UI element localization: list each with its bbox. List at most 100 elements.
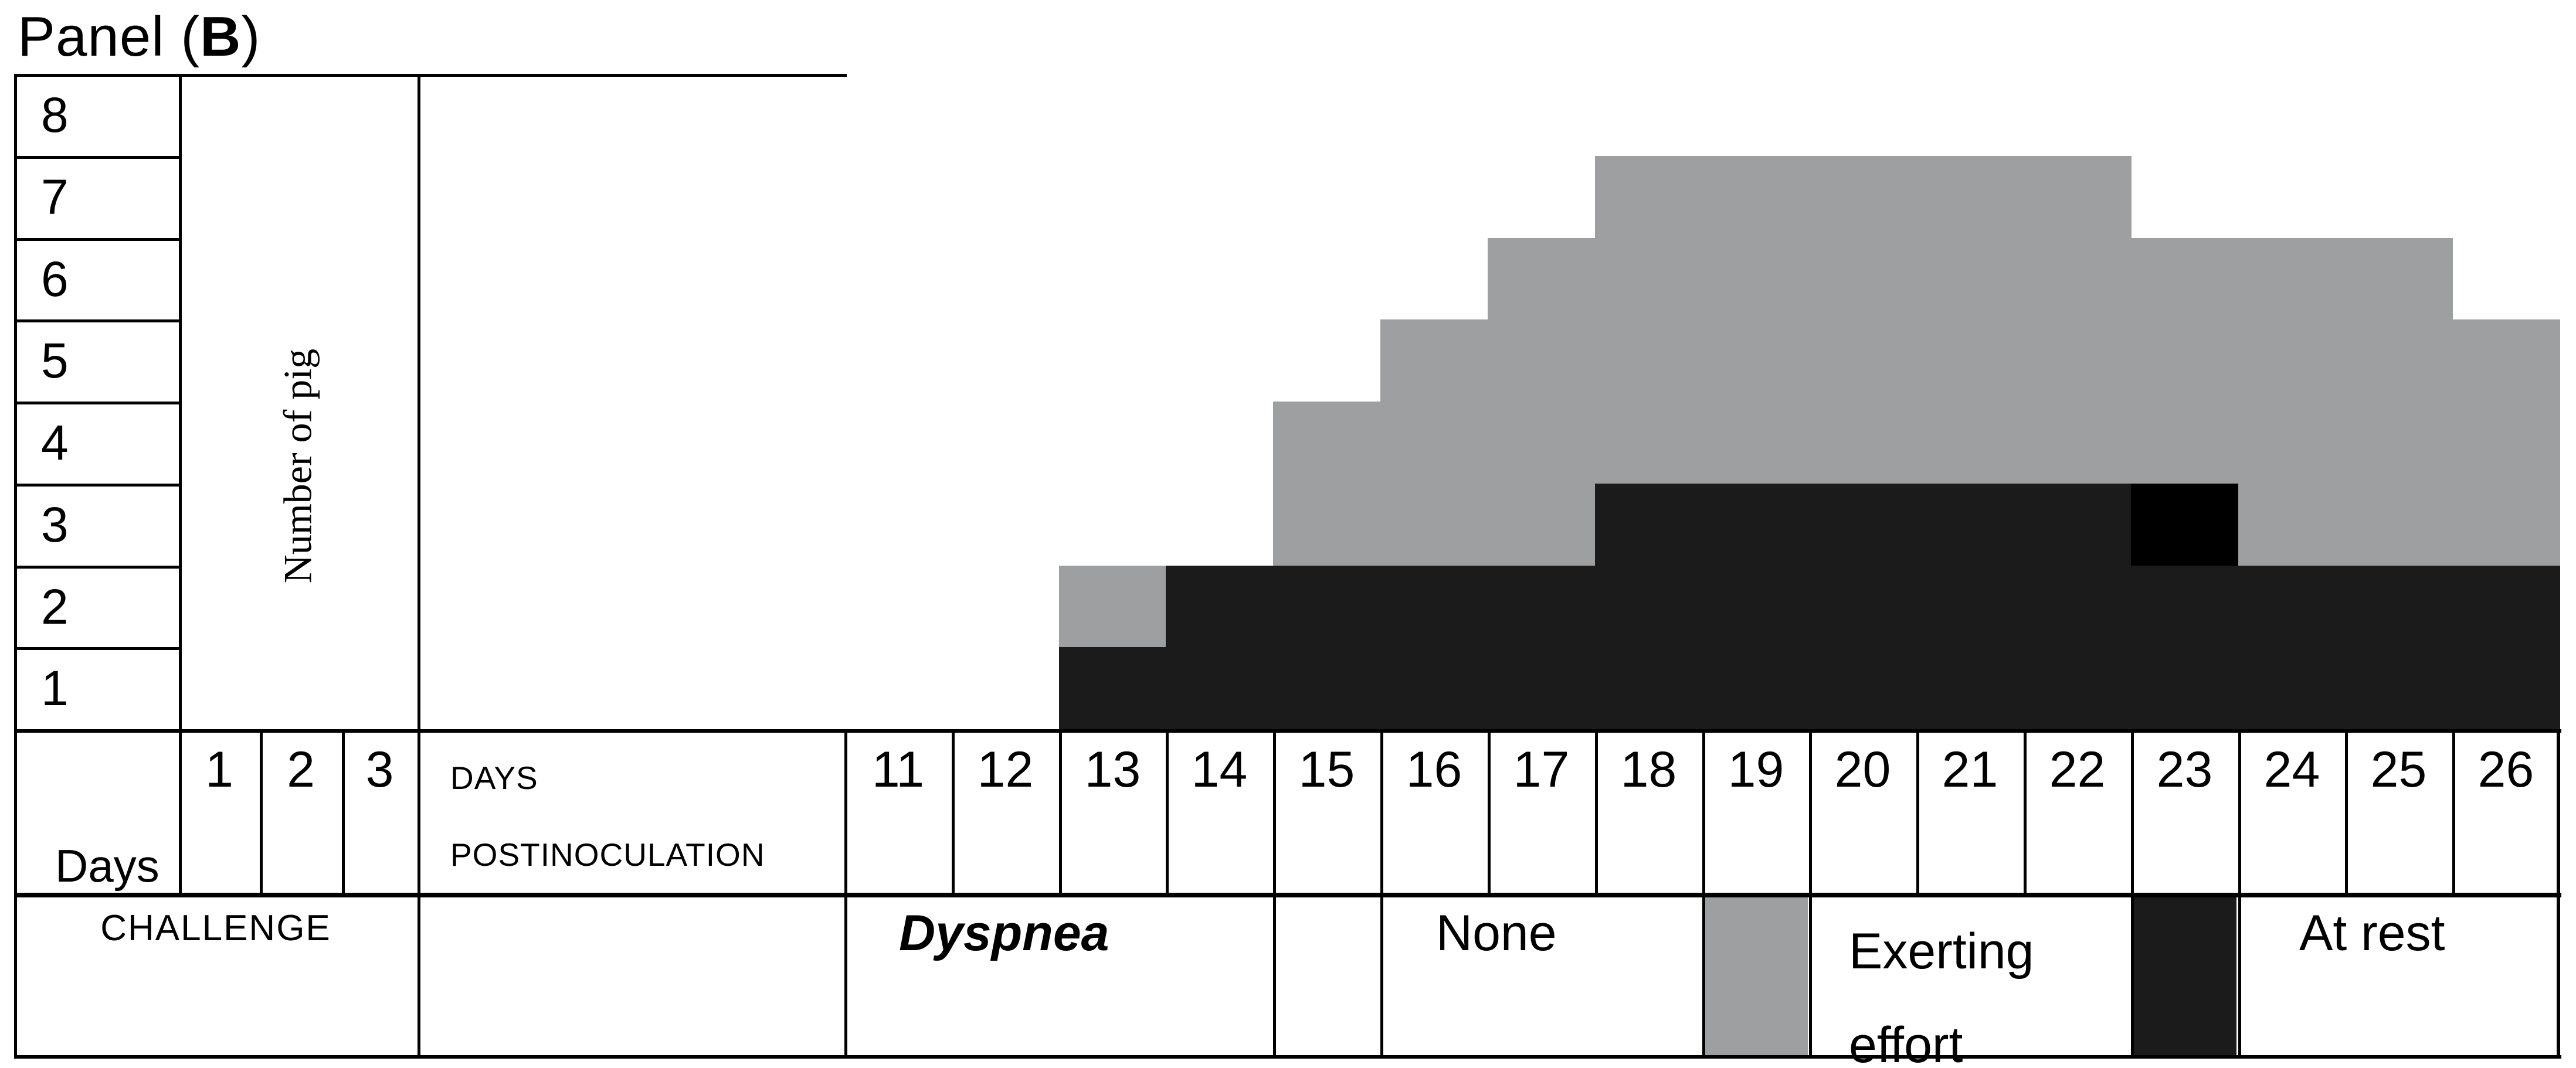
heatmap-cell-pig3-day18 [1595,484,1703,566]
heatmap-cell-pig1-day21 [1916,647,2024,730]
day-number-16: 16 [1406,742,1462,798]
day-border-15 [2452,729,2455,893]
heatmap-cell-pig4-day19 [1702,402,1810,484]
day-border-5 [1380,729,1383,893]
heatmap-cell-pig1-day14 [1166,647,1274,730]
heatmap-cell-pig3-day15 [1273,484,1381,566]
heatmap-cell-pig5-day23 [2131,319,2239,402]
heatmap-cell-pig7-day20 [1809,156,1917,239]
heatmap-cell-pig4-day16 [1380,402,1488,484]
heatmap-cell-pig4-day26 [2452,402,2560,484]
pig-number-8: 8 [41,87,69,142]
pig-number-7: 7 [41,169,69,225]
exerting-effort-line2: effort [1849,1017,1963,1068]
exerting-effort-swatch [1703,897,1808,1055]
pig-row-border-4 [14,402,182,404]
heatmap-cell-pig1-day25 [2345,647,2453,730]
table-bottom-border [14,1055,2561,1059]
heatmap-cell-pig4-day18 [1595,402,1703,484]
pig-row-border-5 [14,484,182,487]
day-border-8 [1702,729,1705,893]
pig-number-5: 5 [41,332,69,388]
heatmap-cell-pig1-day22 [2024,647,2132,730]
heatmap-cell-pig4-day22 [2024,402,2132,484]
legend-top-border [14,893,2561,897]
pig-row-border-7 [14,647,182,650]
dyspnea-legend-title: Dyspnea [899,905,1109,961]
heatmap-cell-pig2-day19 [1702,566,1810,648]
days-label: Days [55,840,159,892]
heatmap-cell-pig7-day22 [2024,156,2132,239]
heatmap-cell-pig7-day18 [1595,156,1703,239]
pig-number-3: 3 [41,496,69,552]
heatmap-cell-pig5-day22 [2024,319,2132,402]
heatmap-cell-pig5-day21 [1916,319,2024,402]
heatmap-cell-pig1-day13 [1059,647,1167,730]
heatmap-cell-pig4-day25 [2345,402,2453,484]
day-border-13 [2238,729,2241,893]
table-top-border [14,74,847,77]
day-number-18: 18 [1620,742,1677,798]
pig-number-4: 4 [41,414,69,470]
pig-row-border-2 [14,238,182,241]
challenge-col-border-2 [342,729,345,893]
legend-cell-border-4 [2131,893,2134,1055]
day-number-11: 11 [871,742,925,798]
heatmap-cell-pig1-day24 [2238,647,2346,730]
days-postinoculation-line1: DAYS [450,759,538,796]
at-rest-swatch [2132,897,2236,1055]
number-of-pig-axis-label: Number of pig [275,348,320,584]
heatmap-cell-pig5-day19 [1702,319,1810,402]
heatmap-cell-pig1-day23 [2131,647,2239,730]
at-rest-label: At rest [2299,905,2445,961]
table-right-border [2557,729,2560,1059]
none-swatch [1274,897,1380,1055]
exerting-effort-line1: Exerting [1849,923,2034,979]
axis-column-border [418,74,420,1059]
pig-number-6: 6 [41,251,69,307]
heatmap-cell-pig3-day23 [2131,484,2239,566]
heatmap-cell-pig1-day18 [1595,647,1703,730]
heatmap-cell-pig2-day22 [2024,566,2132,648]
heatmap-cell-pig6-day22 [2024,238,2132,321]
heatmap-cell-pig5-day25 [2345,319,2453,402]
heatmap-cell-pig6-day18 [1595,238,1703,321]
challenge-day-3: 3 [365,742,394,798]
heatmap-cell-pig1-day20 [1809,647,1917,730]
heatmap-cell-pig6-day25 [2345,238,2453,321]
day-border-11 [2024,729,2027,893]
heatmap-cell-pig6-day17 [1488,238,1596,321]
pig-row-border-1 [14,156,182,159]
heatmap-cell-pig5-day26 [2452,319,2560,402]
pig-column-border [179,74,182,893]
none-label: None [1436,905,1557,961]
day-number-13: 13 [1084,742,1141,798]
table-left-border [14,74,17,1059]
heatmap-cell-pig4-day20 [1809,402,1917,484]
exerting-effort-label: Exerting effort [1849,893,2124,1068]
day-border-9 [1809,729,1812,893]
day-border-10 [1916,729,1919,893]
day-number-19: 19 [1727,742,1784,798]
heatmap-cell-pig3-day22 [2024,484,2132,566]
day-number-17: 17 [1513,742,1570,798]
day-border-7 [1595,729,1598,893]
heatmap-cell-pig2-day14 [1166,566,1274,648]
heatmap-cell-pig6-day19 [1702,238,1810,321]
day-border-1 [952,729,955,893]
heatmap-cell-pig1-day16 [1380,647,1488,730]
day-border-12 [2131,729,2134,893]
heatmap-cell-pig6-day24 [2238,238,2346,321]
panel-title-suffix: ) [241,5,261,68]
challenge-day-1: 1 [205,742,233,798]
heatmap-cell-pig4-day21 [1916,402,2024,484]
heatmap-cell-pig2-day15 [1273,566,1381,648]
day-number-23: 23 [2156,742,2213,798]
legend-cell-border-5 [2238,893,2241,1055]
legend-cell-border-1 [1380,893,1383,1055]
heatmap-cell-pig4-day15 [1273,402,1381,484]
chart-bottom-border [14,729,2561,733]
heatmap-cell-pig2-day24 [2238,566,2346,648]
day-number-12: 12 [977,742,1034,798]
heatmap-cell-pig6-day20 [1809,238,1917,321]
